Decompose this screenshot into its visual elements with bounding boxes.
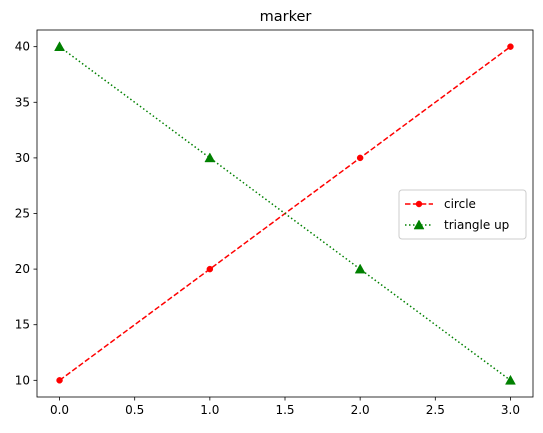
x-tick-label: 1.5 (275, 403, 294, 417)
legend-label: circle (444, 197, 476, 211)
series-1 (54, 41, 516, 385)
chart-title: marker (260, 9, 312, 25)
legend-box (398, 189, 527, 240)
data-point (507, 43, 514, 50)
data-point (56, 377, 63, 384)
legend-marker (413, 219, 425, 230)
data-point (356, 154, 364, 162)
x-tick-label: 2.0 (351, 403, 370, 417)
legend: circle triangle up (398, 189, 527, 240)
y-tick-label: 20 (15, 262, 30, 276)
data-point (354, 263, 366, 274)
x-tick-label: 1.0 (200, 403, 219, 417)
legend-marker (415, 200, 423, 208)
data-point (54, 41, 65, 51)
y-tick-label: 35 (15, 95, 30, 109)
x-tick-label: 3.0 (501, 403, 520, 417)
y-tick-label: 10 (15, 373, 30, 387)
y-tick-label: 30 (15, 151, 30, 165)
legend-label: triangle up (444, 218, 509, 232)
x-tick-label: 0.5 (125, 403, 144, 417)
data-point (204, 152, 216, 163)
y-tick-label: 15 (15, 318, 30, 332)
x-axis: 0.0 0.5 1.0 1.5 2.0 2.5 3.0 (50, 397, 520, 417)
y-axis: 10 15 20 25 30 35 40 (15, 40, 37, 387)
y-tick-label: 40 (15, 40, 30, 54)
x-tick-label: 2.5 (426, 403, 445, 417)
y-tick-label: 25 (15, 207, 30, 221)
series-layer (54, 41, 516, 385)
x-tick-label: 0.0 (50, 403, 69, 417)
series-line (59, 46, 511, 381)
data-point (206, 265, 214, 273)
data-point (505, 374, 516, 385)
